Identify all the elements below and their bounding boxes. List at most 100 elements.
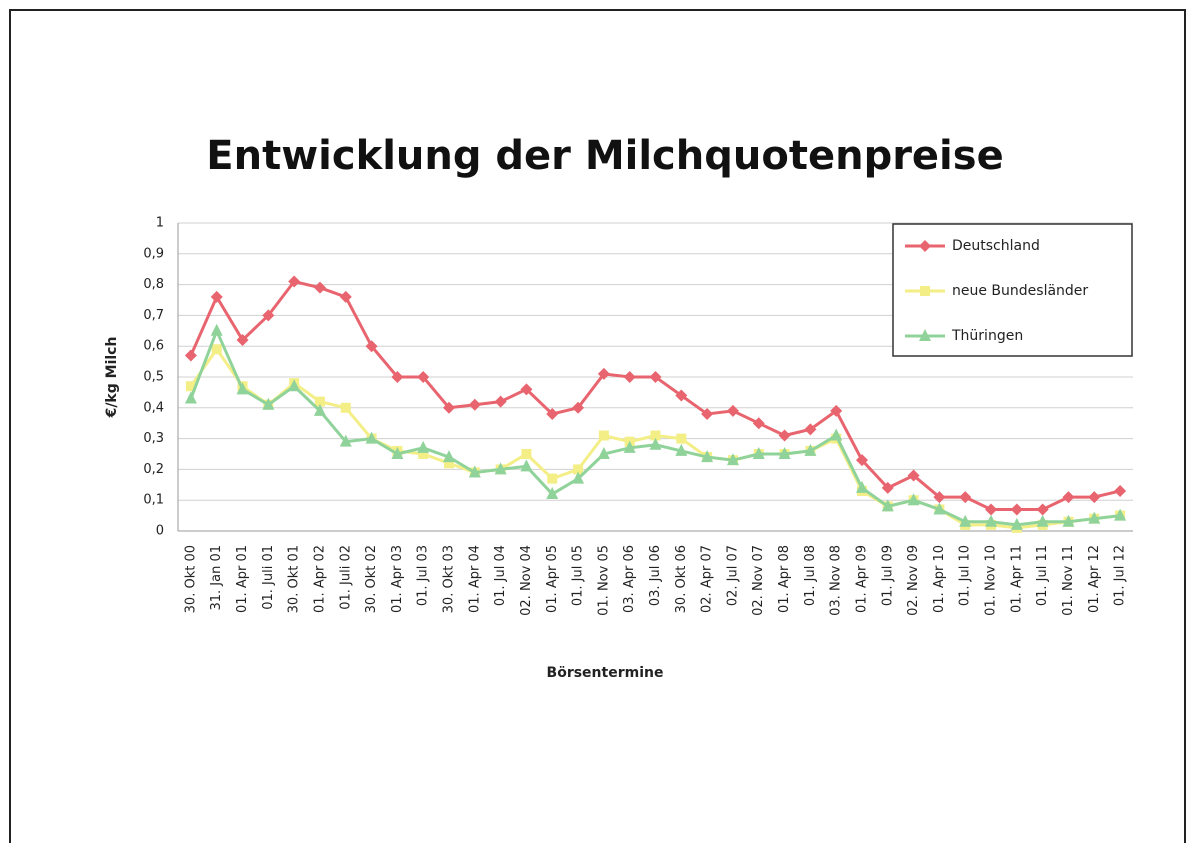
marker xyxy=(597,447,610,459)
marker xyxy=(468,398,481,411)
marker xyxy=(494,395,507,408)
x-tick-label: 01. Apr 01 xyxy=(235,545,250,613)
marker xyxy=(365,340,378,353)
marker xyxy=(1062,491,1075,504)
x-tick-label: 02. Apr 07 xyxy=(700,545,715,613)
marker xyxy=(547,473,558,484)
marker xyxy=(855,480,868,493)
marker xyxy=(933,491,946,504)
marker xyxy=(210,323,223,336)
marker xyxy=(1114,508,1127,521)
x-axis-label: Börsentermine xyxy=(547,665,664,681)
marker xyxy=(907,469,920,482)
marker xyxy=(623,371,636,383)
marker xyxy=(676,433,687,444)
marker xyxy=(855,454,868,467)
marker xyxy=(572,471,585,484)
marker xyxy=(830,428,843,441)
marker xyxy=(650,430,661,441)
marker xyxy=(365,431,378,444)
x-tick-label: 02. Jul 07 xyxy=(725,545,740,606)
marker xyxy=(391,447,404,459)
marker xyxy=(494,462,507,475)
x-tick-label: 01. Apr 09 xyxy=(854,545,869,613)
x-tick-label: 01. Apr 04 xyxy=(467,545,482,613)
marker xyxy=(881,499,894,512)
y-tick-label: 0,7 xyxy=(143,308,164,323)
marker xyxy=(546,487,559,500)
y-tick-label: 0,9 xyxy=(143,246,164,261)
legend-label: neue Bundesländer xyxy=(952,283,1088,299)
marker xyxy=(443,401,456,414)
x-tick-label: 30. Okt 06 xyxy=(674,545,689,613)
marker xyxy=(546,407,559,420)
legend-label: Thüringen xyxy=(951,328,1023,344)
marker xyxy=(1088,491,1101,504)
x-tick-label: 01. Jul 08 xyxy=(803,545,818,606)
marker xyxy=(701,407,714,420)
marker xyxy=(881,481,894,494)
x-tick-label: 30. Okt 03 xyxy=(442,545,457,613)
marker xyxy=(391,371,404,383)
marker xyxy=(752,417,765,430)
marker xyxy=(598,430,609,441)
marker xyxy=(907,493,920,506)
frame xyxy=(9,9,1186,843)
x-tick-label: 01. Apr 12 xyxy=(1087,545,1102,613)
y-axis-label: €/kg Milch xyxy=(104,337,120,419)
x-tick-label: 01. Apr 05 xyxy=(545,545,560,613)
marker xyxy=(211,344,222,355)
x-tick-label: 02. Nov 09 xyxy=(906,545,921,616)
x-tick-label: 01. Jul 03 xyxy=(416,545,431,606)
y-tick-label: 0,2 xyxy=(143,462,164,477)
marker xyxy=(185,381,196,392)
marker xyxy=(778,429,791,442)
x-tick-label: 01. Juli 01 xyxy=(261,545,276,610)
x-tick-label: 02. Nov 07 xyxy=(751,545,766,616)
marker xyxy=(521,449,532,459)
marker xyxy=(313,403,326,416)
marker xyxy=(726,404,739,417)
marker xyxy=(262,309,275,322)
marker xyxy=(1010,503,1023,516)
marker xyxy=(339,434,352,447)
y-tick-label: 0,5 xyxy=(143,370,164,385)
x-tick-label: 01. Jul 05 xyxy=(571,545,586,606)
marker xyxy=(701,450,714,463)
x-tick-label: 30. Okt 02 xyxy=(364,545,379,613)
marker xyxy=(340,402,351,413)
x-tick-label: 01. Apr 10 xyxy=(932,545,947,613)
marker xyxy=(417,440,430,453)
marker xyxy=(236,334,249,347)
x-tick-label: 01. Apr 02 xyxy=(312,545,327,613)
x-tick-label: 01. Nov 10 xyxy=(984,545,999,616)
marker xyxy=(313,281,326,294)
marker xyxy=(804,423,817,436)
y-tick-label: 0 xyxy=(156,524,164,539)
x-tick-label: 01. Nov 11 xyxy=(1061,545,1076,616)
y-tick-label: 0,6 xyxy=(143,339,164,354)
y-tick-label: 0,3 xyxy=(143,431,164,446)
series-line xyxy=(189,326,1121,527)
marker xyxy=(830,404,843,417)
marker xyxy=(1036,503,1049,516)
marker xyxy=(418,449,429,459)
marker xyxy=(288,275,301,288)
marker xyxy=(623,440,636,453)
marker xyxy=(919,329,931,341)
marker xyxy=(919,240,931,252)
x-tick-label: 02. Nov 04 xyxy=(519,545,534,616)
x-tick-label: 03. Apr 06 xyxy=(622,545,637,613)
x-tick-label: 01. Jul 04 xyxy=(493,545,508,606)
x-tick-label: 01. Juli 02 xyxy=(338,545,353,610)
x-tick-label: 01. Apr 03 xyxy=(390,545,405,613)
x-tick-label: 01. Jul 09 xyxy=(880,545,895,606)
marker xyxy=(959,491,972,504)
marker xyxy=(236,382,249,395)
marker xyxy=(444,458,455,469)
x-tick-label: 01. Jul 11 xyxy=(1035,545,1050,606)
marker xyxy=(1088,511,1101,524)
marker xyxy=(520,459,533,472)
legend-label: Deutschland xyxy=(952,238,1040,254)
x-tick-label: 01. Jul 12 xyxy=(1113,545,1128,606)
